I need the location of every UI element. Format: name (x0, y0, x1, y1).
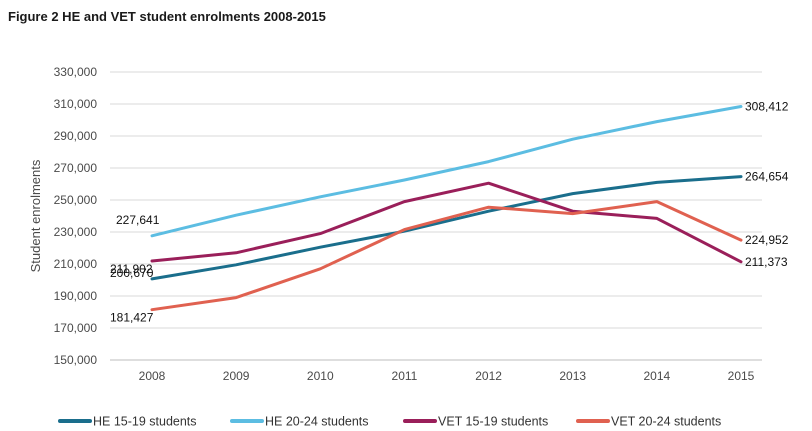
x-tick-label: 2010 (307, 369, 334, 383)
x-tick-label: 2011 (392, 369, 418, 383)
y-tick-label: 150,000 (54, 353, 98, 367)
data-label: 224,952 (745, 233, 789, 247)
data-label: 264,654 (745, 170, 789, 184)
x-tick-label: 2009 (223, 369, 250, 383)
y-axis-label: Student enrolments (28, 159, 43, 272)
series-line (150, 105, 743, 238)
x-tick-label: 2015 (728, 369, 755, 383)
gridlines (110, 71, 762, 361)
y-tick-label: 250,000 (54, 193, 98, 207)
y-tick-label: 190,000 (54, 289, 98, 303)
legend: HE 15-19 students HE 20-24 students VET 15… (58, 415, 721, 429)
series-line (150, 181, 743, 264)
y-tick-label: 290,000 (54, 129, 98, 143)
figure-title: Figure 2 HE and VET student enrolments 2… (8, 9, 326, 24)
x-tick-label: 2013 (559, 369, 586, 383)
x-tick-label: 2008 (139, 369, 166, 383)
data-label: 211,902 (110, 262, 153, 276)
legend-label: HE 20-24 students (265, 415, 369, 429)
data-label: 200,670 (110, 266, 154, 280)
y-tick-label: 210,000 (54, 257, 98, 271)
y-tick-label: 330,000 (54, 65, 98, 79)
x-tick-label: 2014 (644, 369, 671, 383)
data-label: 181,427 (110, 311, 154, 325)
legend-label: VET 15-19 students (438, 415, 548, 429)
x-tick-label: 2012 (475, 369, 502, 383)
data-label: 211,373 (745, 255, 788, 269)
x-axis-ticks: 2008 2009 2010 2011 2012 2013 2014 2015 (139, 369, 755, 383)
y-tick-label: 230,000 (54, 225, 98, 239)
y-tick-label: 310,000 (54, 97, 98, 111)
y-tick-label: 170,000 (54, 321, 98, 335)
legend-label: HE 15-19 students (93, 415, 197, 429)
series-lines (150, 105, 743, 312)
legend-label: VET 20-24 students (611, 415, 721, 429)
data-labels: 200,670 264,654 227,641 308,412 211,902 211,3… (110, 100, 789, 325)
y-tick-label: 270,000 (54, 161, 98, 175)
y-axis-ticks: 150,000 170,000 190,000 210,000 230,000 250,0… (54, 65, 98, 367)
data-label: 227,641 (116, 213, 160, 227)
series-line (150, 175, 743, 281)
data-label: 308,412 (745, 100, 789, 114)
series-line (150, 200, 743, 312)
